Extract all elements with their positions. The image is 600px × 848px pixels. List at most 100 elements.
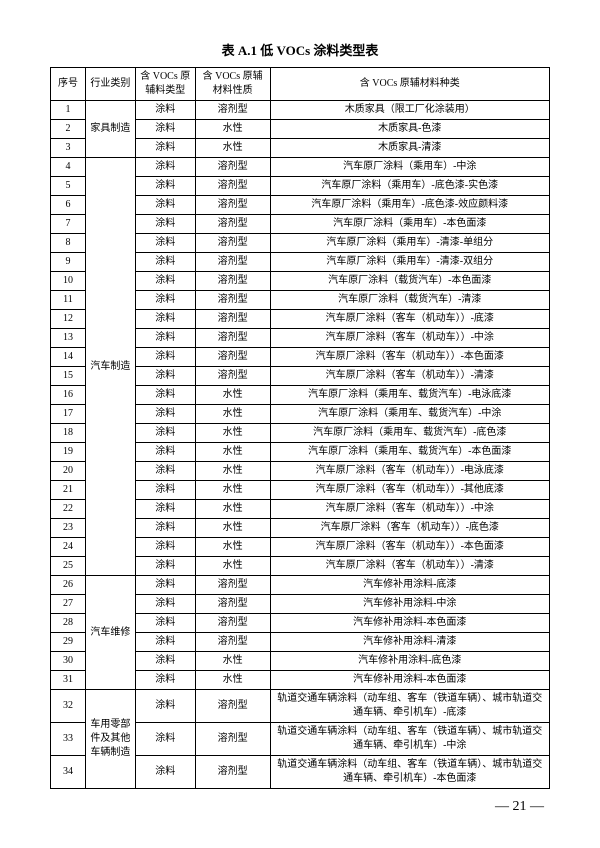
cell-industry: 汽车维修 — [85, 576, 135, 690]
cell-material-kind: 汽车原厂涂料（客车（机动车））-底漆 — [270, 310, 549, 329]
cell-material-type: 涂料 — [135, 576, 195, 595]
cell-material-kind: 汽车原厂涂料（客车（机动车））-底色漆 — [270, 519, 549, 538]
cell-material-kind: 汽车原厂涂料（乘用车）-中涂 — [270, 158, 549, 177]
cell-material-kind: 木质家具-清漆 — [270, 139, 549, 158]
cell-material-nature: 溶剂型 — [195, 158, 270, 177]
cell-seq: 23 — [51, 519, 86, 538]
page-number: — 21 — — [50, 799, 550, 815]
col-material-kind: 含 VOCs 原辅材料种类 — [270, 68, 549, 101]
cell-material-kind: 汽车原厂涂料（客车（机动车））-清漆 — [270, 367, 549, 386]
cell-material-type: 涂料 — [135, 614, 195, 633]
cell-material-kind: 汽车修补用涂料-本色面漆 — [270, 614, 549, 633]
cell-seq: 18 — [51, 424, 86, 443]
cell-material-nature: 溶剂型 — [195, 595, 270, 614]
cell-seq: 15 — [51, 367, 86, 386]
cell-material-kind: 汽车原厂涂料（乘用车）-底色漆-效应颜料漆 — [270, 196, 549, 215]
cell-material-nature: 水性 — [195, 139, 270, 158]
table-row: 32车用零部件及其他车辆制造涂料溶剂型轨道交通车辆涂料（动车组、客车（铁道车辆）… — [51, 690, 550, 723]
cell-material-type: 涂料 — [135, 595, 195, 614]
cell-material-kind: 汽车原厂涂料（客车（机动车））-本色面漆 — [270, 538, 549, 557]
cell-material-type: 涂料 — [135, 329, 195, 348]
cell-material-type: 涂料 — [135, 158, 195, 177]
cell-industry: 车用零部件及其他车辆制造 — [85, 690, 135, 789]
cell-material-nature: 溶剂型 — [195, 291, 270, 310]
cell-seq: 8 — [51, 234, 86, 253]
table-row: 1家具制造涂料溶剂型木质家具（限工厂化涂装用） — [51, 101, 550, 120]
col-industry: 行业类别 — [85, 68, 135, 101]
cell-seq: 27 — [51, 595, 86, 614]
cell-material-kind: 汽车原厂涂料（乘用车、载货汽车）-本色面漆 — [270, 443, 549, 462]
cell-material-type: 涂料 — [135, 348, 195, 367]
col-material-nature: 含 VOCs 原辅材料性质 — [195, 68, 270, 101]
cell-seq: 2 — [51, 120, 86, 139]
cell-seq: 22 — [51, 500, 86, 519]
cell-material-nature: 溶剂型 — [195, 215, 270, 234]
cell-material-nature: 水性 — [195, 500, 270, 519]
cell-material-kind: 汽车原厂涂料（乘用车、载货汽车）-底色漆 — [270, 424, 549, 443]
cell-material-nature: 溶剂型 — [195, 234, 270, 253]
cell-material-kind: 汽车原厂涂料（客车（机动车））-电泳底漆 — [270, 462, 549, 481]
cell-material-type: 涂料 — [135, 424, 195, 443]
cell-material-type: 涂料 — [135, 652, 195, 671]
cell-seq: 33 — [51, 723, 86, 756]
cell-seq: 24 — [51, 538, 86, 557]
cell-seq: 31 — [51, 671, 86, 690]
cell-material-kind: 汽车修补用涂料-清漆 — [270, 633, 549, 652]
cell-material-kind: 轨道交通车辆涂料（动车组、客车（铁道车辆）、城市轨道交通车辆、牵引机车）-本色面… — [270, 756, 549, 789]
cell-material-type: 涂料 — [135, 215, 195, 234]
cell-seq: 32 — [51, 690, 86, 723]
cell-material-type: 涂料 — [135, 272, 195, 291]
cell-seq: 4 — [51, 158, 86, 177]
cell-seq: 10 — [51, 272, 86, 291]
cell-material-kind: 汽车原厂涂料（乘用车、载货汽车）-中涂 — [270, 405, 549, 424]
cell-seq: 21 — [51, 481, 86, 500]
cell-material-kind: 汽车原厂涂料（载货汽车）-清漆 — [270, 291, 549, 310]
cell-material-kind: 汽车原厂涂料（乘用车）-清漆-双组分 — [270, 253, 549, 272]
cell-seq: 6 — [51, 196, 86, 215]
cell-material-type: 涂料 — [135, 367, 195, 386]
cell-material-nature: 溶剂型 — [195, 633, 270, 652]
cell-seq: 29 — [51, 633, 86, 652]
cell-material-kind: 汽车原厂涂料（载货汽车）-本色面漆 — [270, 272, 549, 291]
cell-material-nature: 水性 — [195, 481, 270, 500]
cell-material-type: 涂料 — [135, 120, 195, 139]
cell-material-nature: 溶剂型 — [195, 253, 270, 272]
cell-material-kind: 轨道交通车辆涂料（动车组、客车（铁道车辆）、城市轨道交通车辆、牵引机车）-中涂 — [270, 723, 549, 756]
cell-material-nature: 溶剂型 — [195, 367, 270, 386]
table-row: 4汽车制造涂料溶剂型汽车原厂涂料（乘用车）-中涂 — [51, 158, 550, 177]
cell-material-nature: 溶剂型 — [195, 329, 270, 348]
cell-seq: 20 — [51, 462, 86, 481]
cell-material-kind: 汽车修补用涂料-底色漆 — [270, 652, 549, 671]
cell-material-kind: 汽车修补用涂料-本色面漆 — [270, 671, 549, 690]
cell-seq: 9 — [51, 253, 86, 272]
cell-material-kind: 汽车原厂涂料（乘用车、载货汽车）-电泳底漆 — [270, 386, 549, 405]
cell-material-type: 涂料 — [135, 462, 195, 481]
cell-seq: 17 — [51, 405, 86, 424]
cell-material-nature: 溶剂型 — [195, 614, 270, 633]
cell-industry: 汽车制造 — [85, 158, 135, 576]
cell-material-kind: 汽车原厂涂料（客车（机动车））-中涂 — [270, 329, 549, 348]
cell-seq: 7 — [51, 215, 86, 234]
cell-material-kind: 汽车原厂涂料（客车（机动车））-中涂 — [270, 500, 549, 519]
cell-industry: 家具制造 — [85, 101, 135, 158]
cell-material-nature: 溶剂型 — [195, 348, 270, 367]
cell-seq: 14 — [51, 348, 86, 367]
cell-material-type: 涂料 — [135, 557, 195, 576]
cell-material-nature: 溶剂型 — [195, 690, 270, 723]
cell-material-nature: 溶剂型 — [195, 101, 270, 120]
cell-material-kind: 木质家具-色漆 — [270, 120, 549, 139]
col-seq: 序号 — [51, 68, 86, 101]
cell-seq: 34 — [51, 756, 86, 789]
cell-material-kind: 轨道交通车辆涂料（动车组、客车（铁道车辆）、城市轨道交通车辆、牵引机车）-底漆 — [270, 690, 549, 723]
cell-material-type: 涂料 — [135, 671, 195, 690]
cell-material-type: 涂料 — [135, 177, 195, 196]
cell-material-nature: 水性 — [195, 671, 270, 690]
cell-material-nature: 水性 — [195, 462, 270, 481]
cell-material-nature: 水性 — [195, 557, 270, 576]
cell-material-kind: 汽车原厂涂料（乘用车）-本色面漆 — [270, 215, 549, 234]
cell-material-type: 涂料 — [135, 443, 195, 462]
cell-material-type: 涂料 — [135, 633, 195, 652]
vocs-table: 序号 行业类别 含 VOCs 原辅料类型 含 VOCs 原辅材料性质 含 VOC… — [50, 67, 550, 789]
cell-material-type: 涂料 — [135, 500, 195, 519]
cell-material-nature: 溶剂型 — [195, 310, 270, 329]
